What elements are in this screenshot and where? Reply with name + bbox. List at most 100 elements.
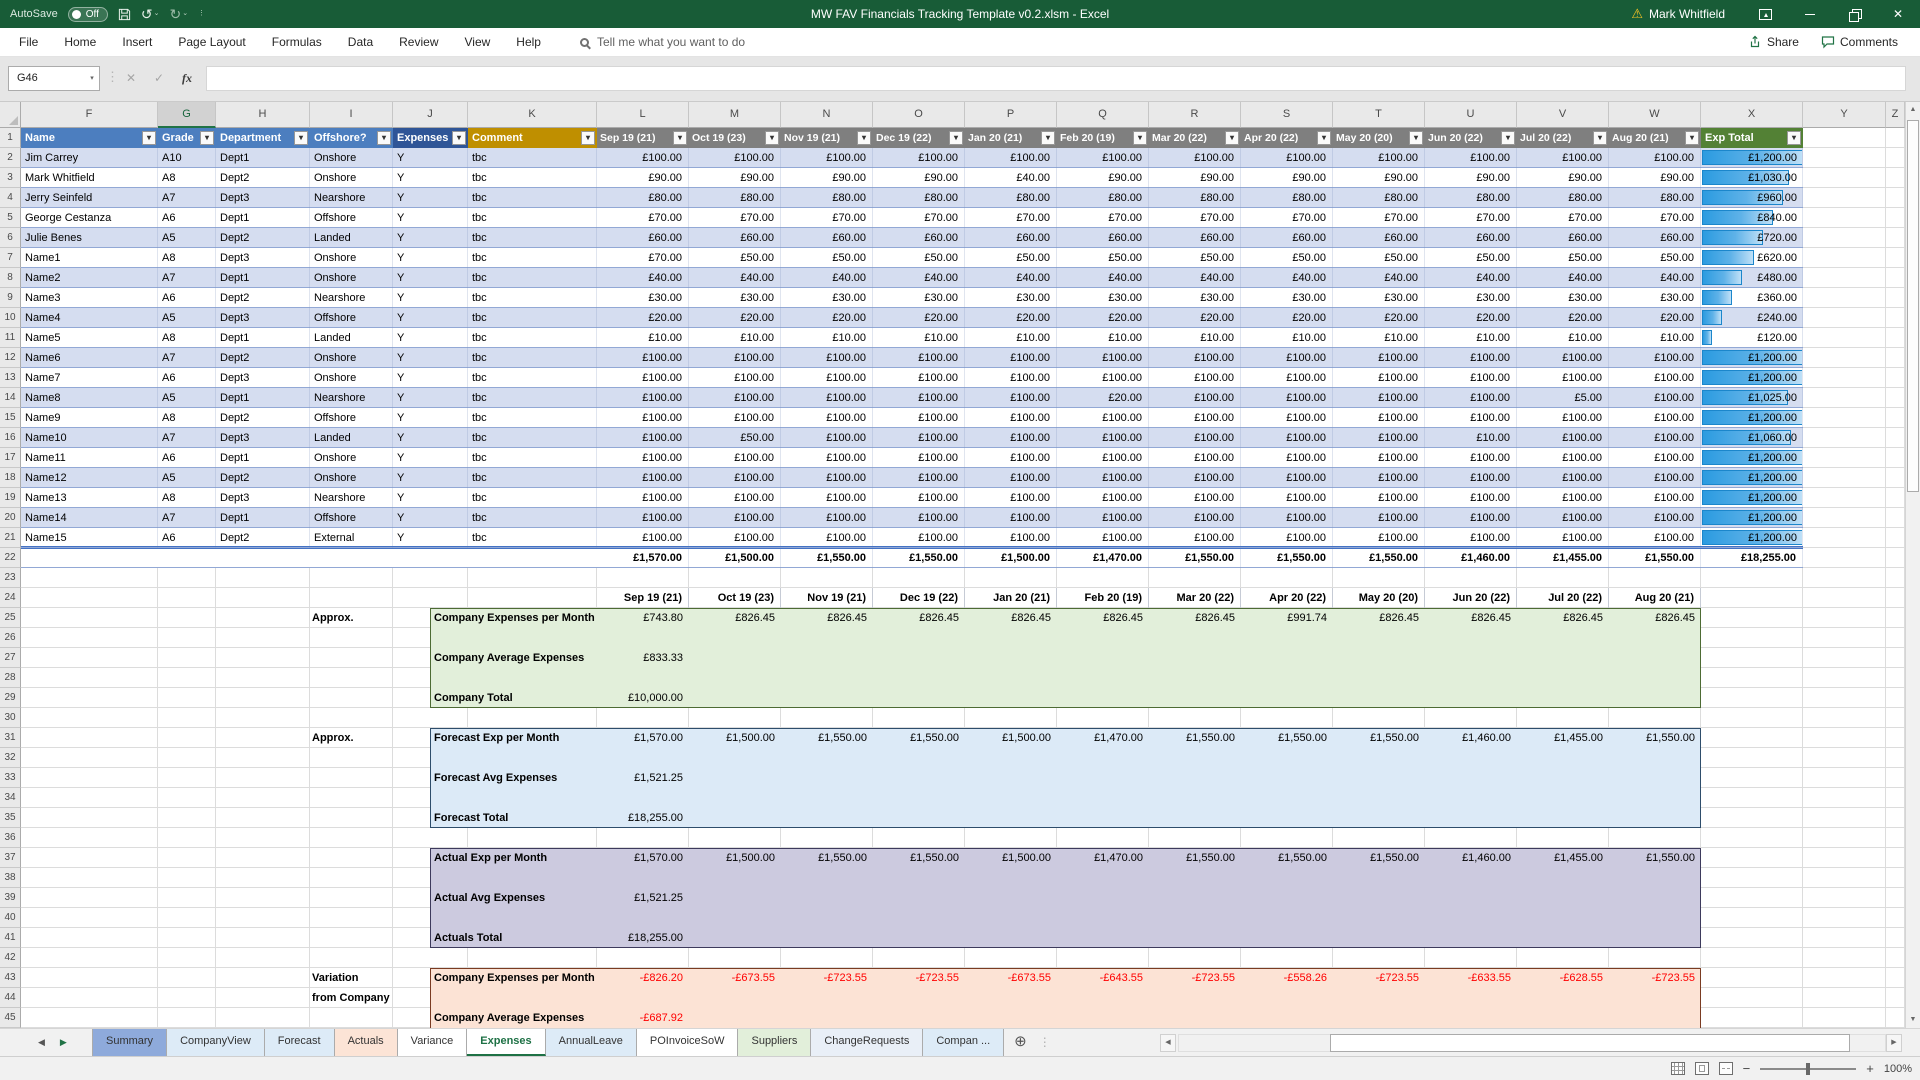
cell-U18[interactable]: £100.00 [1425,468,1517,488]
cell-T15[interactable]: £100.00 [1333,408,1425,428]
ribbon-tab-insert[interactable]: Insert [109,28,165,56]
cell-H8[interactable]: Dept1 [216,268,310,288]
cell-I19[interactable]: Nearshore [310,488,393,508]
cell-P24[interactable]: Jan 20 (21) [965,588,1057,608]
cell-T4[interactable]: £80.00 [1333,188,1425,208]
column-header-Z[interactable]: Z [1886,102,1905,128]
cell-L39[interactable]: £1,521.25 [597,888,689,908]
cell-R16[interactable]: £100.00 [1149,428,1241,448]
row-header-9[interactable]: 9 [0,288,21,308]
cell-P20[interactable]: £100.00 [965,508,1057,528]
row-header-35[interactable]: 35 [0,808,21,828]
column-header-U[interactable]: U [1425,102,1517,128]
column-header-J[interactable]: J [393,102,468,128]
cell-U8[interactable]: £40.00 [1425,268,1517,288]
cell-W16[interactable]: £100.00 [1609,428,1701,448]
zoom-out-button[interactable]: − [1743,1058,1751,1080]
cell-K5[interactable]: tbc [468,208,597,228]
cell-W5[interactable]: £70.00 [1609,208,1701,228]
cell-R9[interactable]: £30.00 [1149,288,1241,308]
cell-U13[interactable]: £100.00 [1425,368,1517,388]
cell-S8[interactable]: £40.00 [1241,268,1333,288]
cell-U17[interactable]: £100.00 [1425,448,1517,468]
filter-button-Jan2021[interactable]: ▾ [1041,131,1055,145]
cell-V4[interactable]: £80.00 [1517,188,1609,208]
cell-K3[interactable]: tbc [468,168,597,188]
cell-O3[interactable]: £90.00 [873,168,965,188]
zoom-slider-thumb[interactable] [1806,1063,1810,1075]
cell-N12[interactable]: £100.00 [781,348,873,368]
cell-O37[interactable]: £1,550.00 [873,848,965,868]
cell-J4[interactable]: Y [393,188,468,208]
cell-V2[interactable]: £100.00 [1517,148,1609,168]
table-header-Grade[interactable]: Grade▾ [158,128,216,148]
cell-Q11[interactable]: £10.00 [1057,328,1149,348]
undo-button[interactable]: ↺⌄ [141,0,160,28]
cell-J2[interactable]: Y [393,148,468,168]
cell-J7[interactable]: Y [393,248,468,268]
sheet-tab-Suppliers[interactable]: Suppliers [738,1029,811,1056]
cell-T9[interactable]: £30.00 [1333,288,1425,308]
share-button[interactable]: Share [1738,28,1809,56]
cell-F15[interactable]: Name9 [21,408,158,428]
formula-input[interactable] [206,66,1906,91]
cell-F18[interactable]: Name12 [21,468,158,488]
cell-V24[interactable]: Jul 20 (22) [1517,588,1609,608]
cell-I6[interactable]: Landed [310,228,393,248]
cell-U12[interactable]: £100.00 [1425,348,1517,368]
cell-G10[interactable]: A5 [158,308,216,328]
cell-O20[interactable]: £100.00 [873,508,965,528]
cell-S17[interactable]: £100.00 [1241,448,1333,468]
filter-button-Oct1923[interactable]: ▾ [765,131,779,145]
cell-P18[interactable]: £100.00 [965,468,1057,488]
row-header-27[interactable]: 27 [0,648,21,668]
table-header-Jan2021[interactable]: Jan 20 (21)▾ [965,128,1057,148]
cell-L12[interactable]: £100.00 [597,348,689,368]
cell-J15[interactable]: Y [393,408,468,428]
cell-W20[interactable]: £100.00 [1609,508,1701,528]
filter-button-Grade[interactable]: ▾ [200,131,214,145]
cell-S6[interactable]: £60.00 [1241,228,1333,248]
cell-V6[interactable]: £60.00 [1517,228,1609,248]
cell-L19[interactable]: £100.00 [597,488,689,508]
cell-L9[interactable]: £30.00 [597,288,689,308]
cell-K14[interactable]: tbc [468,388,597,408]
cell-T37[interactable]: £1,550.00 [1333,848,1425,868]
cancel-icon[interactable]: ✕ [118,66,144,91]
cell-L24[interactable]: Sep 19 (21) [597,588,689,608]
row-header-13[interactable]: 13 [0,368,21,388]
cell-Q8[interactable]: £40.00 [1057,268,1149,288]
cell-T10[interactable]: £20.00 [1333,308,1425,328]
user-name[interactable]: Mark Whitfield [1649,7,1725,21]
column-header-I[interactable]: I [310,102,393,128]
cell-P15[interactable]: £100.00 [965,408,1057,428]
cell-O14[interactable]: £100.00 [873,388,965,408]
cell-K12[interactable]: tbc [468,348,597,368]
cell-G6[interactable]: A5 [158,228,216,248]
cell-K6[interactable]: tbc [468,228,597,248]
cell-R25[interactable]: £826.45 [1149,608,1241,628]
cell-H3[interactable]: Dept2 [216,168,310,188]
cell-V3[interactable]: £90.00 [1517,168,1609,188]
cell-M22[interactable]: £1,500.00 [689,548,781,568]
sheet-tab-ChangeRequests[interactable]: ChangeRequests [811,1029,923,1056]
cell-X14[interactable]: £1,025.00 [1701,388,1803,408]
cell-W11[interactable]: £10.00 [1609,328,1701,348]
table-header-Offshore[interactable]: Offshore?▾ [310,128,393,148]
row-header-14[interactable]: 14 [0,388,21,408]
column-header-R[interactable]: R [1149,102,1241,128]
close-button[interactable]: ✕ [1876,0,1920,28]
column-header-M[interactable]: M [689,102,781,128]
cell-Q20[interactable]: £100.00 [1057,508,1149,528]
cell-W3[interactable]: £90.00 [1609,168,1701,188]
table-header-Nov1921[interactable]: Nov 19 (21)▾ [781,128,873,148]
cell-K9[interactable]: tbc [468,288,597,308]
cell-I13[interactable]: Onshore [310,368,393,388]
table-header-May2020[interactable]: May 20 (20)▾ [1333,128,1425,148]
cell-R18[interactable]: £100.00 [1149,468,1241,488]
cell-R43[interactable]: -£723.55 [1149,968,1241,988]
add-sheet-icon[interactable]: ⊕ [1014,1029,1027,1056]
table-header-Oct1923[interactable]: Oct 19 (23)▾ [689,128,781,148]
ribbon-display-options-icon[interactable] [1759,9,1772,20]
cell-S19[interactable]: £100.00 [1241,488,1333,508]
